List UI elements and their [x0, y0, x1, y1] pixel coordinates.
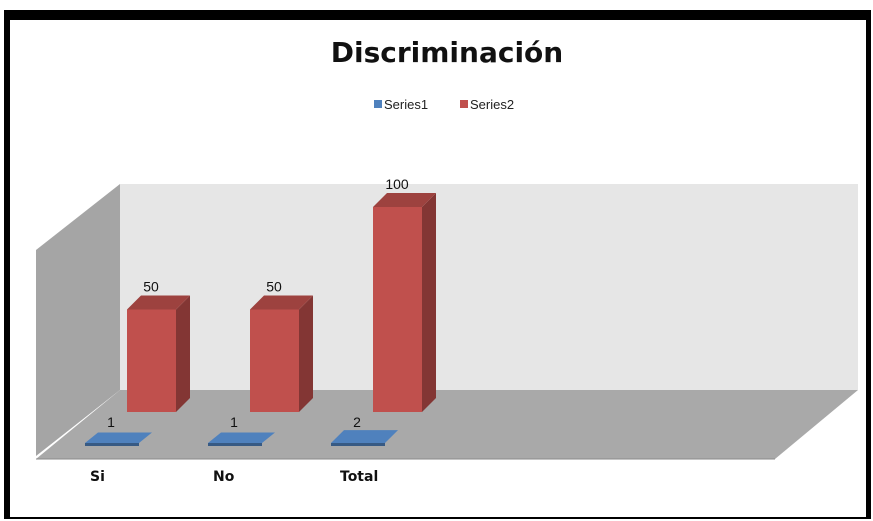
category-label-si: Si [90, 469, 105, 485]
data-label-series2-no: 50 [266, 279, 282, 295]
bars: 50 1 50 1 100 2 [85, 176, 436, 446]
legend-label-series2: Series2 [470, 97, 514, 112]
bar-series2-total-top [373, 193, 436, 207]
bar-series2-total-side [422, 193, 436, 412]
category-label-no: No [213, 469, 235, 485]
legend-swatch-series1 [374, 100, 382, 108]
bar-series1-si [85, 432, 152, 443]
category-label-total: Total [340, 469, 378, 485]
back-wall [120, 184, 858, 390]
bar-series1-total-edge [331, 443, 385, 446]
data-label-series2-total: 100 [385, 176, 409, 192]
bar-series1-total [331, 430, 398, 443]
bar-series1-no-edge [208, 443, 262, 446]
bar-series2-no [250, 309, 299, 412]
side-wall [36, 184, 120, 456]
bar-series2-total [373, 207, 422, 412]
category-labels: Si No Total [90, 469, 378, 485]
bar-series2-no-top [250, 295, 313, 310]
data-label-series2-si: 50 [143, 279, 159, 295]
bar-series2-si-top [127, 295, 190, 310]
bar-series1-si-edge [85, 443, 139, 446]
data-label-series1-si: 1 [107, 414, 115, 430]
bar-series2-si-side [176, 295, 190, 412]
data-label-series1-total: 2 [353, 414, 361, 430]
legend-swatch-series2 [460, 100, 468, 108]
bar-series1-no [208, 432, 275, 443]
chart-title: Discriminación [331, 36, 563, 69]
bar-series2-si [127, 309, 176, 412]
data-label-series1-no: 1 [230, 414, 238, 430]
bar-series2-no-side [299, 295, 313, 412]
legend: Series1 Series2 [374, 97, 514, 112]
legend-label-series1: Series1 [384, 97, 428, 112]
